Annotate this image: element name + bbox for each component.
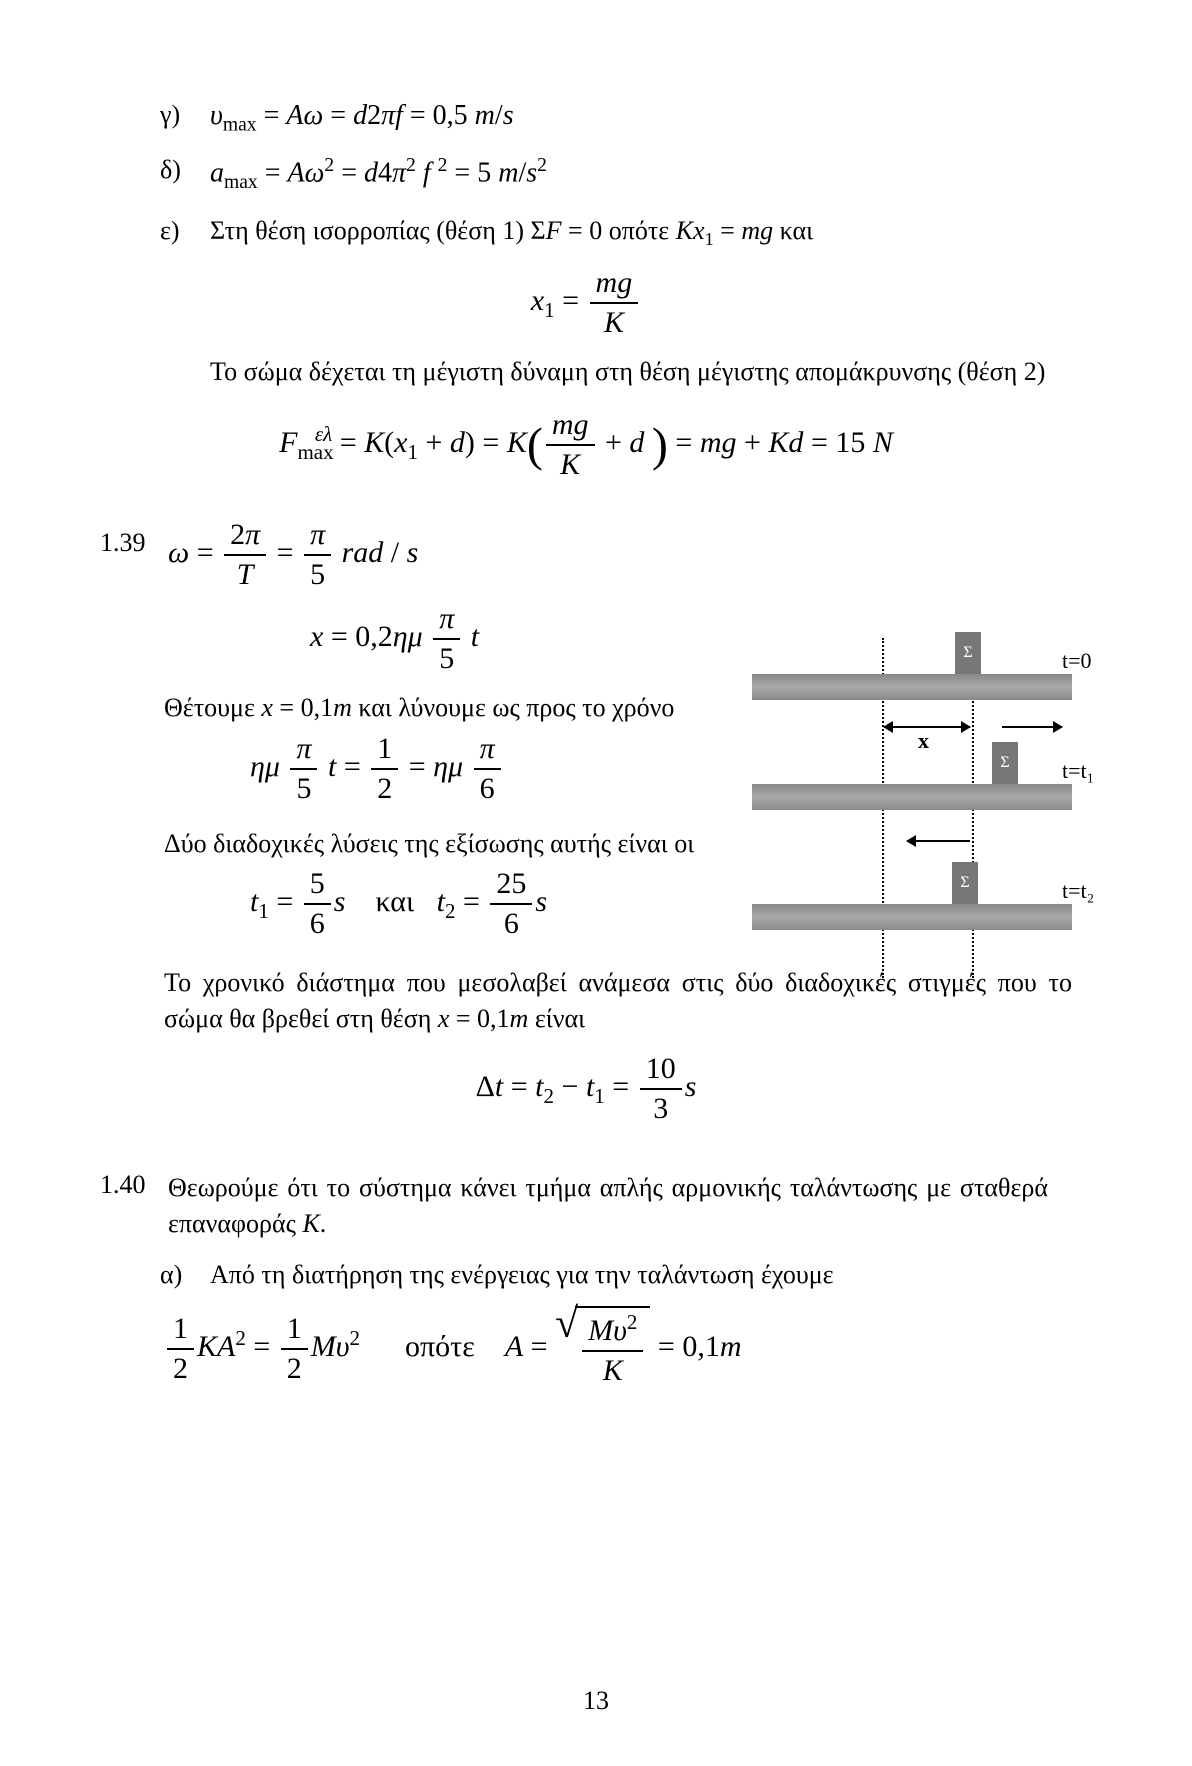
item-gamma: γ) υmax = Aω = d2πf = 0,5 m/s bbox=[100, 100, 1072, 137]
block-t1: Σ bbox=[992, 742, 1018, 784]
label-alpha-140: α) bbox=[160, 1260, 210, 1290]
text-set-x: Θέτουμε x = 0,1m και λύνουμε ως προς το … bbox=[164, 690, 724, 726]
sigma-label: Σ bbox=[963, 644, 972, 661]
time-label-0: t=0 bbox=[1062, 648, 1092, 674]
time-label-2: t=t₂ bbox=[1062, 878, 1094, 904]
label-gamma: γ) bbox=[160, 100, 210, 130]
arrow-right-t1 bbox=[1002, 726, 1062, 728]
eq-gamma: υmax = Aω = d2πf = 0,5 m/s bbox=[210, 100, 1072, 137]
eq-omega: ω = 2πT = π5 rad / s bbox=[168, 518, 418, 592]
eq-x1: x1 = mgK bbox=[100, 266, 1072, 340]
eq-delta: amax = Aω2 = d4π2 f 2 = 5 m/s2 bbox=[210, 155, 1072, 194]
eq-fmax: Fmax ελ = K(x1 + d) = K(mgK + d ) = mg +… bbox=[100, 408, 1072, 482]
page-number: 13 bbox=[0, 1686, 1192, 1716]
label-epsilon: ε) bbox=[160, 216, 210, 246]
arrow-left-t2 bbox=[907, 840, 970, 842]
sigma-label-1: Σ bbox=[1000, 754, 1009, 771]
page: γ) υmax = Aω = d2πf = 0,5 m/s δ) amax = … bbox=[0, 0, 1192, 1766]
track-0 bbox=[752, 674, 1072, 700]
x-label: x bbox=[918, 728, 929, 754]
problem-number-140: 1.40 bbox=[100, 1170, 160, 1200]
block-t0: Σ bbox=[955, 632, 981, 674]
time-label-1: t=t₁ bbox=[1062, 758, 1094, 784]
problem-139: 1.39 ω = 2πT = π5 rad / s bbox=[100, 518, 1072, 592]
alpha-text: Από τη διατήρηση της ενέργειας για την τ… bbox=[210, 1260, 1072, 1290]
eq-delta-t: Δt = t2 − t1 = 103s bbox=[100, 1052, 1072, 1126]
epsilon-line1: Στη θέση ισορροπίας (θέση 1) ΣF = 0 οπότ… bbox=[210, 216, 1072, 250]
track-2 bbox=[752, 904, 1072, 930]
label-delta: δ) bbox=[160, 155, 210, 185]
sigma-label-2: Σ bbox=[960, 874, 969, 891]
epsilon-line2: Το σώμα δέχεται τη μέγιστη δύναμη στη θέ… bbox=[210, 354, 1072, 390]
oscillation-diagram: Σ t=0 x Σ t=t₁ Σ t=t₂ bbox=[752, 644, 1082, 994]
eq-energy: 12KA2 = 12Mυ2 οπότε A = √Mυ2K = 0,1m bbox=[164, 1306, 1072, 1388]
block-t2: Σ bbox=[952, 862, 978, 904]
item-delta: δ) amax = Aω2 = d4π2 f 2 = 5 m/s2 bbox=[100, 155, 1072, 194]
problem-140: 1.40 Θεωρούμε ότι το σύστημα κάνει τμήμα… bbox=[100, 1170, 1072, 1243]
track-1 bbox=[752, 784, 1072, 810]
p140-intro: Θεωρούμε ότι το σύστημα κάνει τμήμα απλή… bbox=[168, 1170, 1048, 1243]
item-alpha-140: α) Από τη διατήρηση της ενέργειας για τη… bbox=[100, 1260, 1072, 1290]
item-epsilon: ε) Στη θέση ισορροπίας (θέση 1) ΣF = 0 ο… bbox=[100, 216, 1072, 250]
problem-number-139: 1.39 bbox=[100, 528, 160, 558]
